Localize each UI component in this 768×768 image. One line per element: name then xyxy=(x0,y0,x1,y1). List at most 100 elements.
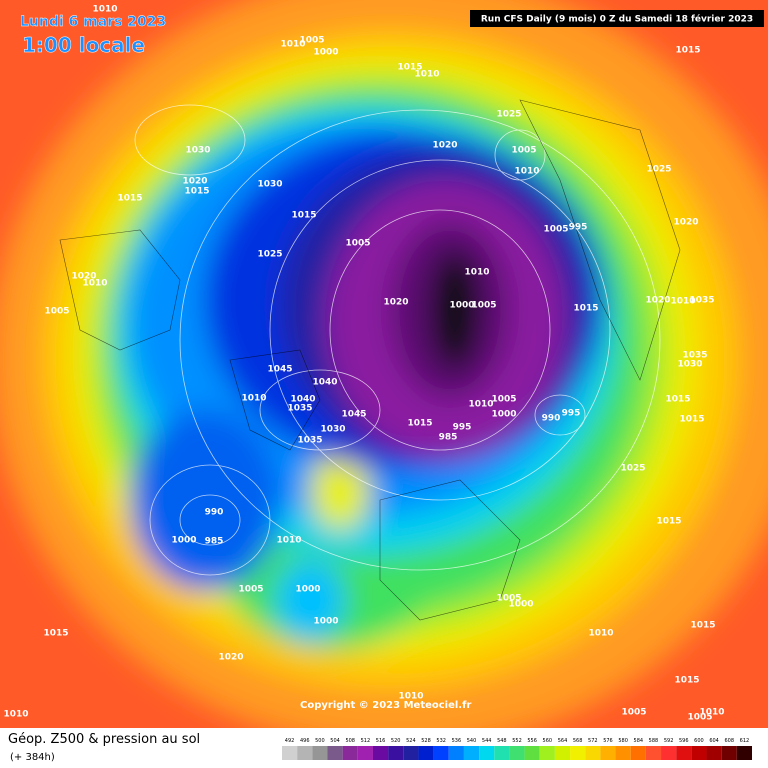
scale-label: 556 xyxy=(527,738,537,744)
scale-swatch xyxy=(479,746,495,760)
pressure-label: 995 xyxy=(453,423,472,433)
pressure-label: 1045 xyxy=(341,410,366,420)
scale-swatch xyxy=(312,746,328,760)
run-box xyxy=(470,10,764,27)
scale-label: 588 xyxy=(649,738,659,744)
pressure-label: 1010 xyxy=(92,5,117,15)
scale-swatch xyxy=(615,746,631,760)
pressure-label: 1030 xyxy=(320,425,345,435)
scale-swatch xyxy=(570,746,586,760)
forecast-time: 1:00 locale xyxy=(22,33,145,57)
scale-swatch xyxy=(357,746,373,760)
scale-swatch xyxy=(630,746,646,760)
pressure-label: 1000 xyxy=(295,585,320,595)
pressure-label: 1030 xyxy=(257,180,282,190)
scale-swatch xyxy=(706,746,722,760)
pressure-label: 1005 xyxy=(345,239,370,249)
scale-swatch xyxy=(585,746,601,760)
isobars xyxy=(134,104,661,576)
scale-swatch xyxy=(676,746,692,760)
pressure-label: 1025 xyxy=(257,250,282,260)
pressure-label: 995 xyxy=(569,223,588,233)
scale-label: 564 xyxy=(558,738,568,744)
pressure-label: 990 xyxy=(205,508,224,518)
pressure-label: 1010 xyxy=(699,708,724,718)
scale-swatch xyxy=(600,746,616,760)
pressure-label: 1035 xyxy=(297,436,322,446)
pressure-label: 995 xyxy=(562,409,581,419)
scale-label: 524 xyxy=(406,738,416,744)
pressure-label: 1020 xyxy=(673,218,698,228)
pressure-label: 1030 xyxy=(677,360,702,370)
pressure-label: 1000 xyxy=(508,600,533,610)
scale-label: 500 xyxy=(315,738,325,744)
pressure-label: 1005 xyxy=(44,307,69,317)
pressure-label: 1040 xyxy=(290,395,315,405)
pressure-label: 1005 xyxy=(511,146,536,156)
pressure-label: 1020 xyxy=(71,272,96,282)
pressure-label: 1015 xyxy=(679,415,704,425)
pressure-label: 1005 xyxy=(471,301,496,311)
scale-label: 536 xyxy=(452,738,462,744)
pressure-label: 1025 xyxy=(620,464,645,474)
pressure-label: 1000 xyxy=(171,536,196,546)
forecast-date: Lundi 6 mars 2023 xyxy=(20,14,166,30)
pressure-label: 1015 xyxy=(291,211,316,221)
scale-swatch xyxy=(372,746,389,760)
pressure-label: 1035 xyxy=(287,404,312,414)
scale-label: 600 xyxy=(694,738,704,744)
pressure-label: 1020 xyxy=(432,141,457,151)
pressure-label: 1045 xyxy=(267,365,292,375)
scale-swatch xyxy=(342,746,358,760)
scale-swatch xyxy=(661,746,677,760)
pressure-label: 1010 xyxy=(464,268,489,278)
scale-label: 584 xyxy=(634,738,644,744)
scale-label: 504 xyxy=(330,738,340,744)
pressure-label: 1020 xyxy=(182,177,207,187)
pressure-label: 1010 xyxy=(588,629,613,639)
scale-swatch xyxy=(509,746,525,760)
pressure-label: 1005 xyxy=(491,395,516,405)
scale-label: 572 xyxy=(588,738,598,744)
pressure-label: 1005 xyxy=(496,594,521,604)
scale-swatch xyxy=(433,746,449,760)
scale-label: 592 xyxy=(664,738,674,744)
pressure-label: 1010 xyxy=(670,297,695,307)
scale-label: 540 xyxy=(467,738,477,744)
pressure-label: 1010 xyxy=(82,279,107,289)
scale-swatch xyxy=(494,746,510,760)
scale-label: 580 xyxy=(618,738,628,744)
scale-swatch xyxy=(524,746,540,760)
scale-label: 528 xyxy=(421,738,431,744)
scale-swatch xyxy=(327,746,343,760)
pressure-label: 1015 xyxy=(675,46,700,56)
scale-swatch xyxy=(721,746,737,760)
scale-label: 552 xyxy=(512,738,522,744)
footer-title: Géop. Z500 & pression au sol xyxy=(8,732,200,747)
scale-swatch xyxy=(691,746,707,760)
scale-label: 608 xyxy=(724,738,734,744)
pressure-label: 1015 xyxy=(397,63,422,73)
scale-swatch xyxy=(463,746,480,760)
scale-swatch xyxy=(448,746,464,760)
pressure-label: 1000 xyxy=(313,48,338,58)
pressure-label: 1015 xyxy=(184,187,209,197)
pressure-label: 1010 xyxy=(3,710,28,720)
footer-subtitle: (+ 384h) xyxy=(10,752,55,763)
scale-label: 568 xyxy=(573,738,583,744)
scale-label: 520 xyxy=(391,738,401,744)
scale-label: 496 xyxy=(300,738,310,744)
pressure-label: 1010 xyxy=(276,536,301,546)
pressure-label: 1015 xyxy=(674,676,699,686)
pressure-label: 1035 xyxy=(682,351,707,361)
scale-label: 596 xyxy=(679,738,689,744)
pressure-label: 1010 xyxy=(414,70,439,80)
scale-swatch xyxy=(297,746,313,760)
pressure-label: 1015 xyxy=(117,194,142,204)
scale-label: 560 xyxy=(543,738,553,744)
pressure-label: 1005 xyxy=(238,585,263,595)
pressure-label: 1035 xyxy=(689,296,714,306)
scale-label: 576 xyxy=(603,738,613,744)
